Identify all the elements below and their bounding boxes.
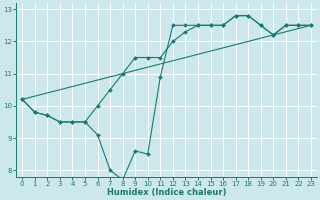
X-axis label: Humidex (Indice chaleur): Humidex (Indice chaleur) [107, 188, 226, 197]
